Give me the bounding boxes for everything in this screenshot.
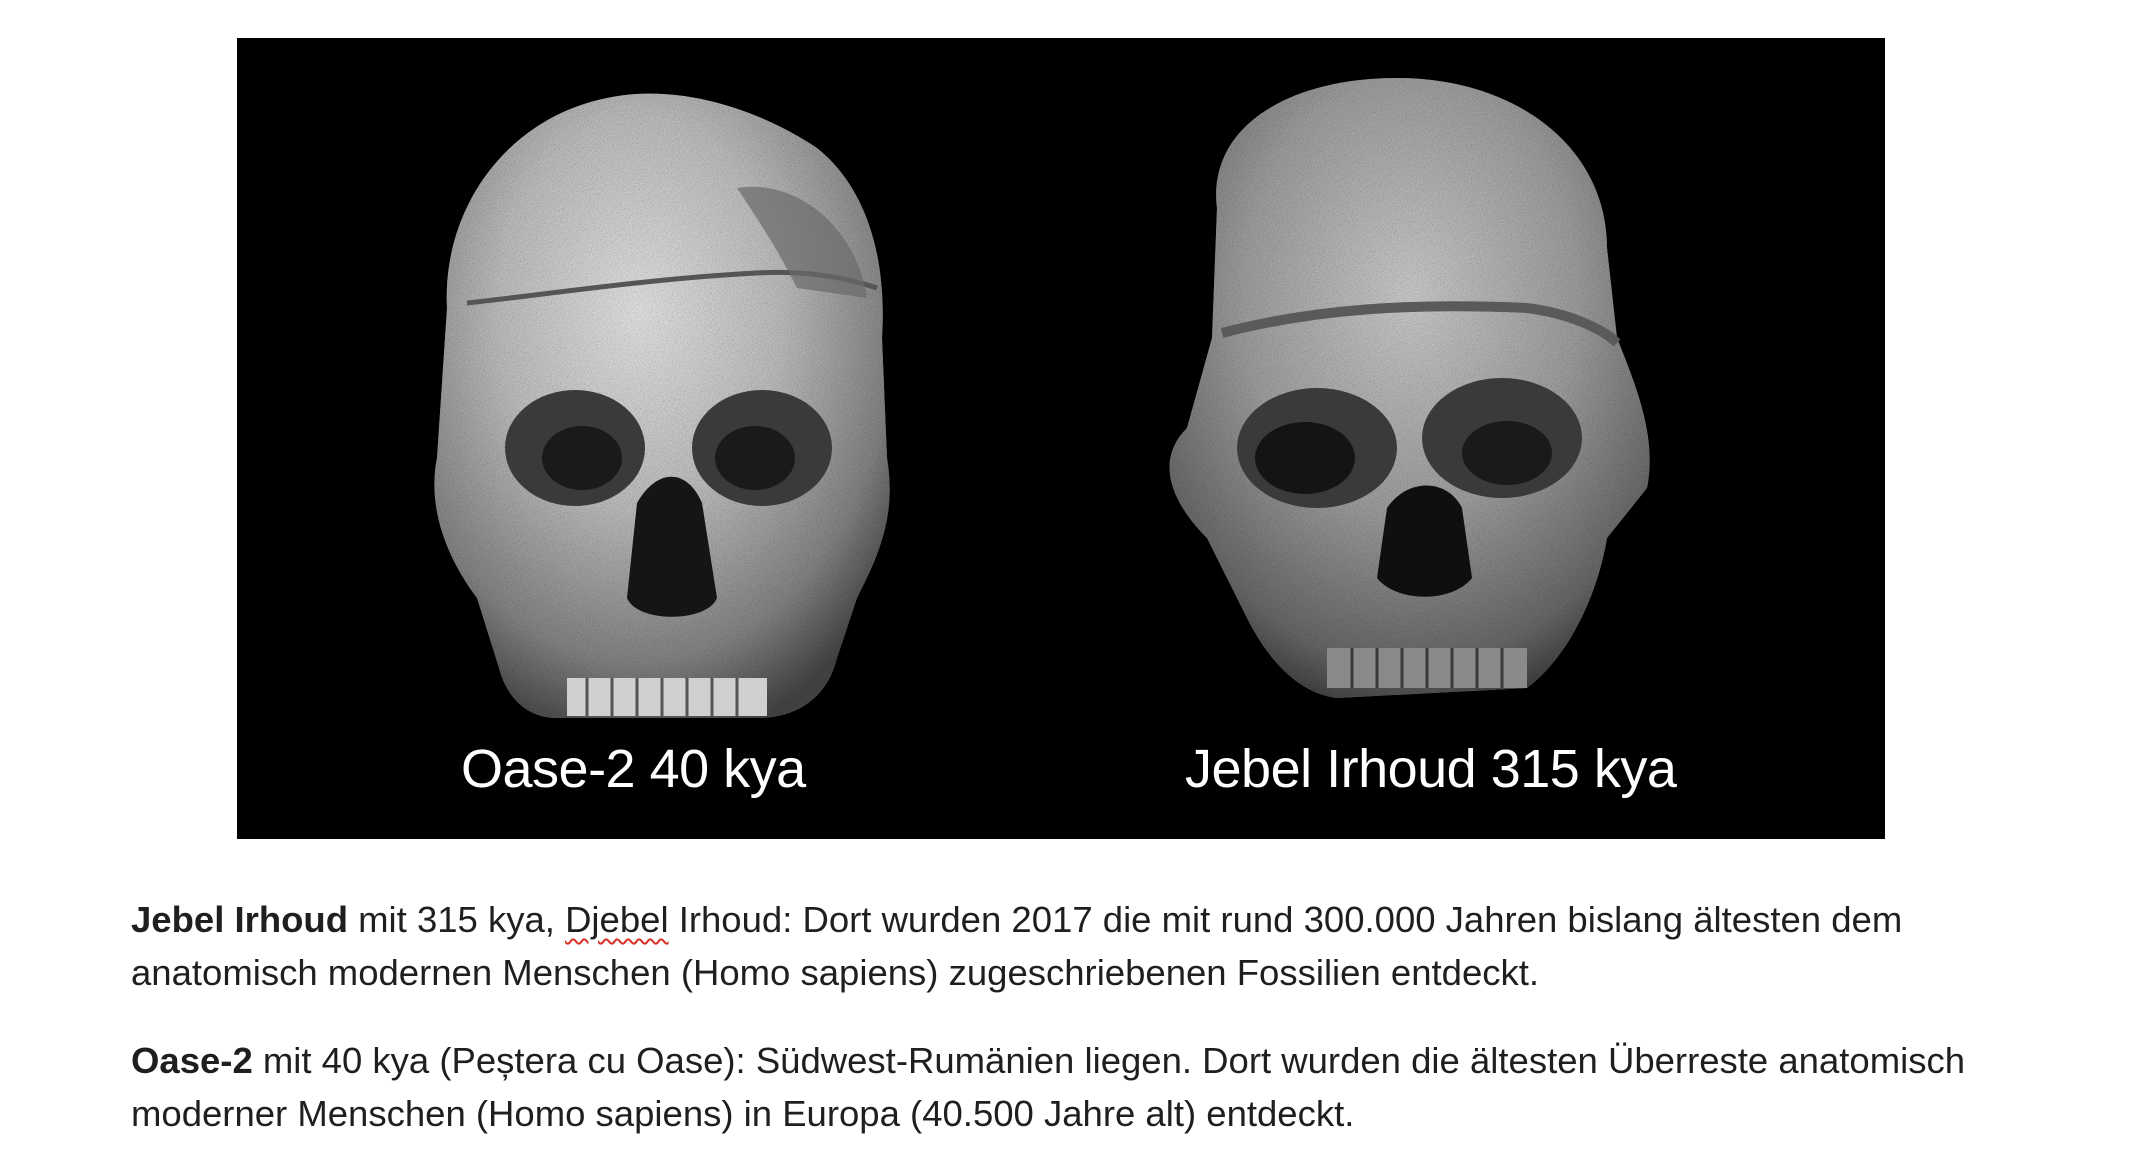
oase-2-skull xyxy=(434,93,890,719)
oase-2-caption: Oase-2 40 kya xyxy=(461,739,806,799)
spellcheck-flagged-word[interactable]: Djebel xyxy=(565,899,669,940)
paragraph-text: mit 315 kya, xyxy=(348,899,566,940)
skull-illustration xyxy=(434,78,1650,719)
oase-2-paragraph: Oase-2 mit 40 kya (Peștera cu Oase): Süd… xyxy=(131,1034,2061,1140)
jebel-irhoud-heading: Jebel Irhoud xyxy=(131,899,349,940)
jebel-irhoud-paragraph: Jebel Irhoud mit 315 kya, Djebel Irhoud:… xyxy=(131,893,2061,999)
jebel-irhoud-skull xyxy=(1169,78,1650,698)
skull-comparison-image: Oase-2 40 kya Jebel Irhoud 315 kya xyxy=(237,38,1885,839)
jebel-irhoud-caption: Jebel Irhoud 315 kya xyxy=(1185,739,1677,799)
paragraph-text: mit 40 kya (Peștera cu Oase): Südwest-Ru… xyxy=(131,1040,1966,1134)
paragraph-text: Irhoud: Dort wurden 2017 die mit rund 30… xyxy=(131,899,1903,993)
oase-2-heading: Oase-2 xyxy=(131,1040,253,1081)
